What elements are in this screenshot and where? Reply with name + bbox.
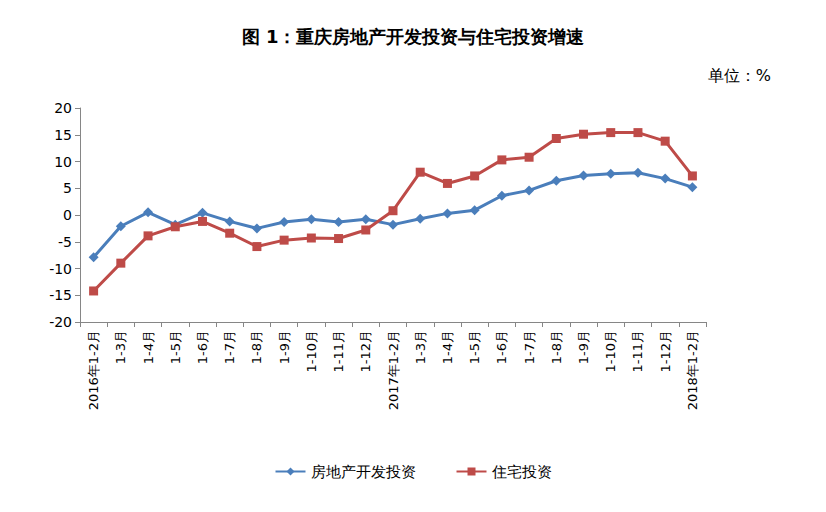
svg-text:15: 15 [54,127,72,143]
svg-text:1-3月: 1-3月 [113,330,128,364]
svg-text:1-4月: 1-4月 [440,330,455,364]
svg-text:2018年1-2月: 2018年1-2月 [685,330,700,410]
svg-text:1-8月: 1-8月 [549,330,564,364]
svg-text:1-3月: 1-3月 [413,330,428,364]
svg-text:1-8月: 1-8月 [249,330,264,364]
svg-text:1-5月: 1-5月 [168,330,183,364]
svg-text:1-10月: 1-10月 [603,330,618,373]
svg-text:1-7月: 1-7月 [222,330,237,364]
svg-text:-15: -15 [49,287,72,303]
svg-text:-5: -5 [58,234,72,250]
svg-text:-20: -20 [49,314,72,330]
svg-text:单位：%: 单位：% [708,66,771,85]
svg-text:住宅投资: 住宅投资 [491,463,552,481]
svg-text:1-7月: 1-7月 [522,330,537,364]
svg-text:1-4月: 1-4月 [141,330,156,364]
svg-text:2016年1-2月: 2016年1-2月 [86,330,101,410]
svg-text:1-11月: 1-11月 [331,330,346,373]
svg-text:1-6月: 1-6月 [494,330,509,364]
svg-text:-10: -10 [49,261,72,277]
svg-text:1-12月: 1-12月 [658,330,673,373]
svg-text:10: 10 [54,154,72,170]
svg-text:1-11月: 1-11月 [630,330,645,373]
svg-text:2017年1-2月: 2017年1-2月 [386,330,401,410]
svg-text:20: 20 [54,100,72,116]
svg-text:图 1：重庆房地产开发投资与住宅投资增速: 图 1：重庆房地产开发投资与住宅投资增速 [242,26,585,47]
svg-text:1-5月: 1-5月 [467,330,482,364]
svg-text:0: 0 [63,207,72,223]
svg-text:5: 5 [63,180,72,196]
svg-text:1-9月: 1-9月 [277,330,292,364]
svg-text:1-9月: 1-9月 [576,330,591,364]
svg-text:1-10月: 1-10月 [304,330,319,373]
svg-text:1-6月: 1-6月 [195,330,210,364]
svg-text:房地产开发投资: 房地产开发投资 [311,463,416,481]
svg-text:1-12月: 1-12月 [358,330,373,373]
